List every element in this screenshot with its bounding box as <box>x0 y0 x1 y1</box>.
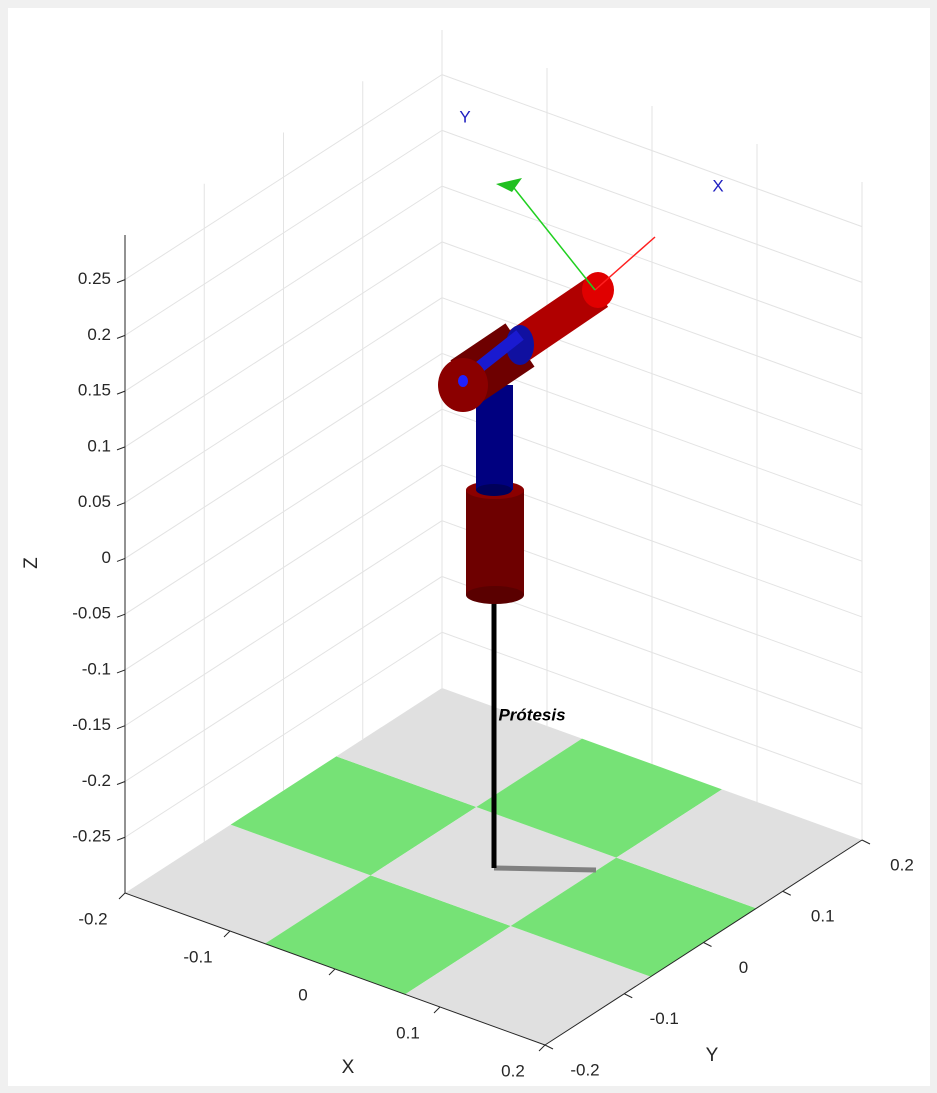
z-tick-label: 0.25 <box>78 269 111 288</box>
y-tick-label: 0 <box>739 958 748 977</box>
x-axis-label: X <box>342 1057 355 1078</box>
z-tick-label: -0.25 <box>72 827 111 846</box>
base-link <box>494 868 596 870</box>
x-tick-label: 0.2 <box>501 1061 525 1080</box>
z-tick-label: -0.05 <box>72 604 111 623</box>
z-tick-label: -0.15 <box>72 715 111 734</box>
lower-cylinder <box>466 490 524 595</box>
z-axis-label: Z <box>21 557 42 569</box>
z-tick-label: -0.1 <box>82 659 111 678</box>
z-tick-label: 0 <box>102 548 111 567</box>
y-tick-label: 0.1 <box>811 907 835 926</box>
x-tick-label: 0.1 <box>396 1023 420 1042</box>
lower-cylinder-bottom <box>466 586 524 604</box>
annotation: Prótesis <box>498 705 565 724</box>
annotation: X <box>712 176 723 195</box>
z-tick-label: 0.05 <box>78 492 111 511</box>
x-tick-label: -0.1 <box>183 947 212 966</box>
y-axis-label: Y <box>706 1045 719 1066</box>
page: -0.25 -0.2 -0.15 -0.1 -0.05 0 0.05 0.1 0.15 0.2 0.… <box>0 0 937 1093</box>
x-tick-label: -0.2 <box>78 909 107 928</box>
chart: -0.25 -0.2 -0.15 -0.1 -0.05 0 0.05 0.1 0.15 0.2 0.… <box>0 0 937 1093</box>
z-tick-label: 0.1 <box>87 436 111 455</box>
z-tick-label: 0.15 <box>78 381 111 400</box>
x-tick-label: 0 <box>298 985 307 1004</box>
annotation: Y <box>459 107 470 126</box>
middle-cylinder-end <box>476 484 512 496</box>
y-tick-label: 0.2 <box>890 855 914 874</box>
y-tick-label: -0.2 <box>570 1060 599 1079</box>
y-tick-label: -0.1 <box>650 1009 679 1028</box>
z-tick-label: -0.2 <box>82 771 111 790</box>
z-tick-label: 0.2 <box>87 325 111 344</box>
shoulder-joint <box>458 375 468 387</box>
